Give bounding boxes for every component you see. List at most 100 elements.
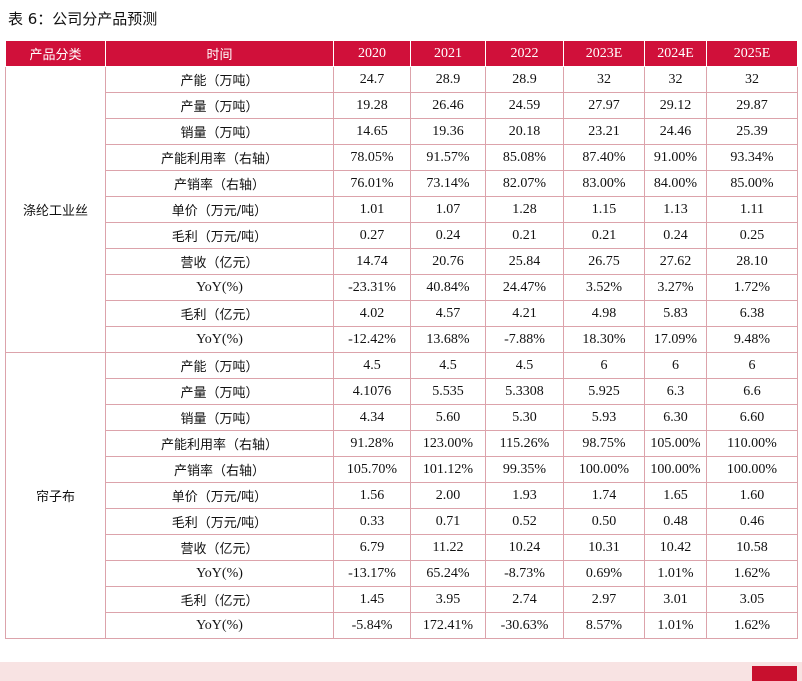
value-cell: 0.46	[706, 508, 798, 535]
value-cell: 0.71	[410, 508, 486, 535]
table-row: 毛利（万元/吨） 0.27 0.24 0.21 0.21 0.24 0.25	[6, 222, 798, 249]
value-cell: 28.9	[485, 66, 564, 93]
value-cell: 4.5	[333, 352, 411, 379]
value-cell: 6.38	[706, 300, 798, 327]
value-cell: 1.28	[485, 196, 564, 223]
value-cell: 2.00	[410, 482, 486, 509]
value-cell: 32	[706, 66, 798, 93]
table-row: 产销率（右轴） 105.70% 101.12% 99.35% 100.00% 100.00…	[6, 456, 798, 483]
row-label: 产销率（右轴）	[105, 170, 334, 197]
value-cell: 0.21	[485, 222, 564, 249]
value-cell: 91.57%	[410, 144, 486, 171]
table-row: 产销率（右轴） 76.01% 73.14% 82.07% 83.00% 84.00% 85.…	[6, 170, 798, 197]
value-cell: 6.60	[706, 404, 798, 431]
row-label: 产能（万吨）	[105, 66, 334, 93]
value-cell: 19.28	[333, 92, 411, 119]
value-cell: 1.60	[706, 482, 798, 509]
value-cell: 83.00%	[563, 170, 645, 197]
header-cell: 2025E	[706, 40, 798, 67]
value-cell: 3.05	[706, 586, 798, 613]
value-cell: 2.97	[563, 586, 645, 613]
value-cell: 8.57%	[563, 612, 645, 639]
value-cell: 100.00%	[706, 456, 798, 483]
value-cell: 5.30	[485, 404, 564, 431]
value-cell: 40.84%	[410, 274, 486, 301]
value-cell: 105.00%	[644, 430, 707, 457]
value-cell: 0.48	[644, 508, 707, 535]
value-cell: 1.13	[644, 196, 707, 223]
value-cell: 5.93	[563, 404, 645, 431]
value-cell: 23.21	[563, 118, 645, 145]
header-cell: 2020	[333, 40, 411, 67]
table-row: 帘子布 产能（万吨） 4.5 4.5 4.5 6 6 6	[5, 352, 798, 639]
value-cell: 0.24	[410, 222, 486, 249]
table-row: 产量（万吨） 19.28 26.46 24.59 27.97 29.12 29.87	[6, 92, 798, 119]
value-cell: 20.18	[485, 118, 564, 145]
value-cell: 6.30	[644, 404, 707, 431]
value-cell: 24.7	[333, 66, 411, 93]
value-cell: 100.00%	[644, 456, 707, 483]
row-label: YoY(%)	[105, 326, 334, 353]
value-cell: 17.09%	[644, 326, 707, 353]
value-cell: 5.83	[644, 300, 707, 327]
value-cell: 1.01	[333, 196, 411, 223]
table-row: 产能利用率（右轴） 78.05% 91.57% 85.08% 87.40% 91.00% 9…	[6, 144, 798, 171]
value-cell: 29.87	[706, 92, 798, 119]
value-cell: 26.75	[563, 248, 645, 275]
page-number-box	[752, 666, 797, 681]
value-cell: 76.01%	[333, 170, 411, 197]
value-cell: 100.00%	[563, 456, 645, 483]
value-cell: 32	[563, 66, 645, 93]
value-cell: 6	[644, 352, 707, 379]
value-cell: 6.6	[706, 378, 798, 405]
header-cell: 2021	[410, 40, 486, 67]
row-label: 产量（万吨）	[105, 92, 334, 119]
value-cell: 98.75%	[563, 430, 645, 457]
value-cell: 1.01%	[644, 612, 707, 639]
row-label: YoY(%)	[105, 274, 334, 301]
row-label: 产能利用率（右轴）	[105, 430, 334, 457]
value-cell: 110.00%	[706, 430, 798, 457]
table-row: 涤纶工业丝 产能（万吨） 24.7 28.9 28.9 32 32 32	[5, 66, 798, 353]
value-cell: 73.14%	[410, 170, 486, 197]
value-cell: 4.34	[333, 404, 411, 431]
row-label: 销量（万吨）	[105, 404, 334, 431]
value-cell: 5.925	[563, 378, 645, 405]
row-label: 毛利（亿元）	[105, 586, 334, 613]
table-row: YoY(%) -5.84% 172.41% -30.63% 8.57% 1.01% 1.62…	[6, 612, 798, 639]
value-cell: 1.93	[485, 482, 564, 509]
value-cell: 4.5	[485, 352, 564, 379]
table-row: YoY(%) -23.31% 40.84% 24.47% 3.52% 3.27% 1.72%	[6, 274, 798, 301]
value-cell: 1.56	[333, 482, 411, 509]
table-row: 单价（万元/吨） 1.56 2.00 1.93 1.74 1.65 1.60	[6, 482, 798, 509]
value-cell: 4.21	[485, 300, 564, 327]
value-cell: 10.58	[706, 534, 798, 561]
value-cell: 123.00%	[410, 430, 486, 457]
row-label: 销量（万吨）	[105, 118, 334, 145]
value-cell: -5.84%	[333, 612, 411, 639]
value-cell: 6.3	[644, 378, 707, 405]
table-row: 销量（万吨） 4.34 5.60 5.30 5.93 6.30 6.60	[6, 404, 798, 431]
value-cell: 26.46	[410, 92, 486, 119]
row-label: 单价（万元/吨）	[105, 482, 334, 509]
table-row: 产量（万吨） 4.1076 5.535 5.3308 5.925 6.3 6.6	[6, 378, 798, 405]
value-cell: 11.22	[410, 534, 486, 561]
value-cell: 5.3308	[485, 378, 564, 405]
row-label: 毛利（万元/吨）	[105, 508, 334, 535]
header-row: 产品分类 时间 2020 2021 2022 2023E 2024E 2025E	[5, 40, 798, 67]
value-cell: 1.62%	[706, 612, 798, 639]
value-cell: 29.12	[644, 92, 707, 119]
table-row: 产能利用率（右轴） 91.28% 123.00% 115.26% 98.75% 105.0…	[6, 430, 798, 457]
value-cell: 27.97	[563, 92, 645, 119]
value-cell: 1.45	[333, 586, 411, 613]
value-cell: 14.74	[333, 248, 411, 275]
row-label: 产能利用率（右轴）	[105, 144, 334, 171]
value-cell: 1.01%	[644, 560, 707, 587]
value-cell: 6	[706, 352, 798, 379]
value-cell: -13.17%	[333, 560, 411, 587]
value-cell: 1.72%	[706, 274, 798, 301]
header-cell: 2023E	[563, 40, 645, 67]
row-label: 营收（亿元）	[105, 248, 334, 275]
value-cell: 13.68%	[410, 326, 486, 353]
